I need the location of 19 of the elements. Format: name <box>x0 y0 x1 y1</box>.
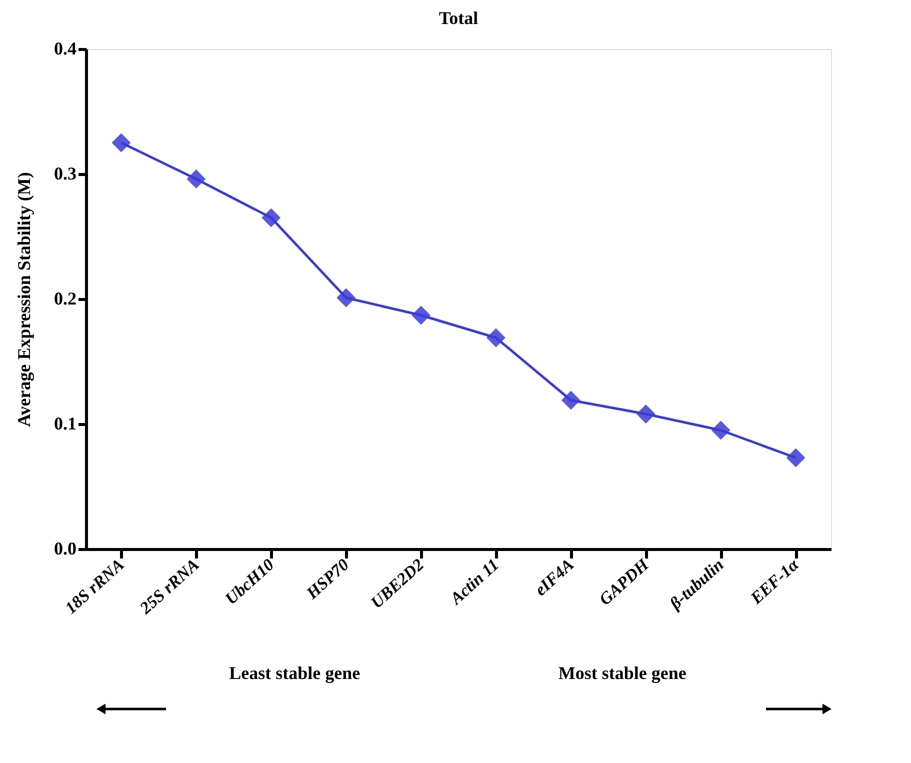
point <box>486 328 506 347</box>
point <box>187 170 206 188</box>
y-axis-title: Average Expression Stability (M) <box>14 172 34 427</box>
y-tick-label: 0.3 <box>54 164 76 184</box>
point <box>112 134 130 152</box>
point <box>562 391 580 410</box>
point <box>337 288 356 307</box>
point <box>712 421 730 440</box>
point <box>412 306 430 324</box>
y-tick-label: 0.2 <box>54 288 76 308</box>
y-tick-label: 0.4 <box>54 38 76 58</box>
y-tick-label: 0.1 <box>54 414 76 434</box>
text: Most stable gene <box>558 663 686 683</box>
y-tick-label: 0.0 <box>54 538 76 558</box>
text: Least stable gene <box>229 663 360 683</box>
point <box>786 448 805 467</box>
point <box>636 404 655 424</box>
point <box>262 208 280 227</box>
chart-title: Total <box>438 8 478 28</box>
